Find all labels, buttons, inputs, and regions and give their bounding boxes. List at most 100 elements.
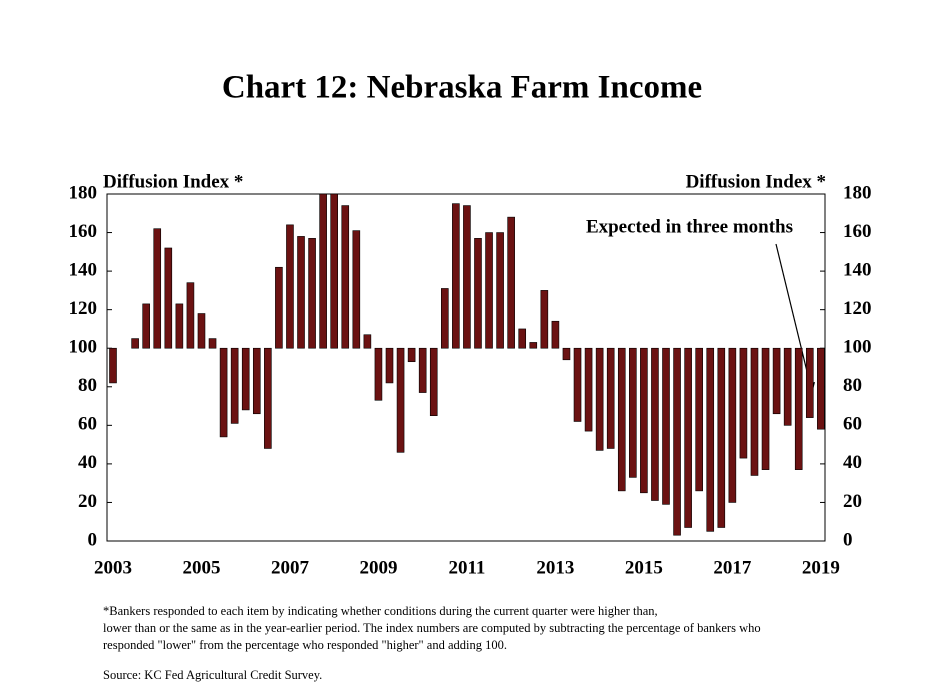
bar [640,347,648,494]
bar [540,290,549,349]
annotation: Expected in three months [586,216,793,237]
bar [252,347,261,415]
x-tick-label: 2005 [182,557,220,578]
chart-title: Chart 12: Nebraska Farm Income [222,70,702,106]
bar [518,328,527,349]
bar [684,347,692,528]
bar [330,193,339,349]
footnote: *Bankers responded to each item by indic… [103,604,658,618]
bar [164,247,173,349]
y2-axis-label: Diffusion Index * [686,171,826,192]
bar [629,347,637,478]
bar [717,347,726,528]
y-tick-label: 120 [69,298,98,319]
y2-tick-label: 120 [843,298,872,319]
bar [230,347,239,424]
bar [673,347,681,536]
x-tick-label: 2013 [536,557,574,578]
bar [562,347,571,361]
x-tick-label: 2009 [359,557,397,578]
bar [695,347,703,492]
bar [485,232,493,349]
bar [595,347,604,451]
bar [275,266,283,349]
bar [750,347,759,476]
bar [241,347,250,411]
bar [805,347,814,418]
bar [617,347,626,492]
y2-tick-label: 0 [843,529,853,550]
bar [319,193,327,349]
bar [175,303,184,349]
y2-tick-label: 140 [843,259,872,280]
bar [783,347,792,426]
y-tick-label: 40 [78,452,97,473]
x-tick-label: 2017 [713,557,752,578]
bar [131,338,139,349]
bar [794,347,803,470]
bar [308,238,316,349]
y2-tick-label: 60 [843,414,862,435]
y-tick-label: 180 [69,182,98,203]
y-tick-label: 20 [78,491,97,512]
bar [264,347,272,449]
y2-tick-label: 180 [843,182,872,203]
bar [407,347,416,363]
bar [374,347,383,401]
bar [606,347,615,449]
source: Source: KC Fed Agricultural Credit Surve… [103,668,322,682]
bar [463,205,471,349]
y-tick-label: 80 [78,375,97,396]
bar [363,334,372,349]
bar [142,303,150,349]
bar [584,347,593,432]
bar [728,347,737,503]
bar [651,347,659,501]
plot-frame [106,193,826,542]
bar [297,236,305,349]
x-tick-label: 2003 [94,557,132,578]
y-axis-label: Diffusion Index * [103,171,243,192]
bar [452,203,460,349]
x-tick-label: 2019 [802,557,840,578]
bar [219,347,228,438]
bar [474,238,482,349]
x-tick-label: 2011 [448,557,485,578]
bar [341,205,350,349]
y-tick-label: 100 [69,337,98,358]
bar [286,224,294,349]
y-tick-label: 0 [88,529,98,550]
y-tick-label: 60 [78,414,97,435]
y2-tick-label: 80 [843,375,862,396]
bar [208,338,217,349]
bar [551,320,560,349]
bar [109,347,117,384]
bar [197,313,206,349]
bar [385,347,394,384]
bar [507,216,515,349]
bar [573,347,582,422]
y2-tick-label: 20 [843,491,862,512]
y2-tick-label: 40 [843,452,862,473]
bar [739,347,748,459]
x-tick-label: 2015 [625,557,663,578]
bar [352,230,361,349]
y2-tick-label: 160 [843,221,872,242]
y2-tick-label: 100 [843,337,872,358]
annotation-arrow [775,243,812,389]
x-tick-label: 2007 [271,557,310,578]
bar [418,347,427,393]
bar [706,347,715,532]
bar [429,347,438,416]
bar [529,342,538,349]
bar [662,347,670,505]
bar [440,288,449,349]
bar [396,347,405,453]
bar [153,228,162,349]
footnote: lower than or the same as in the year-ea… [103,621,761,635]
y-tick-label: 140 [69,259,98,280]
bar [817,347,825,430]
bar [761,347,770,470]
bar [186,282,195,349]
